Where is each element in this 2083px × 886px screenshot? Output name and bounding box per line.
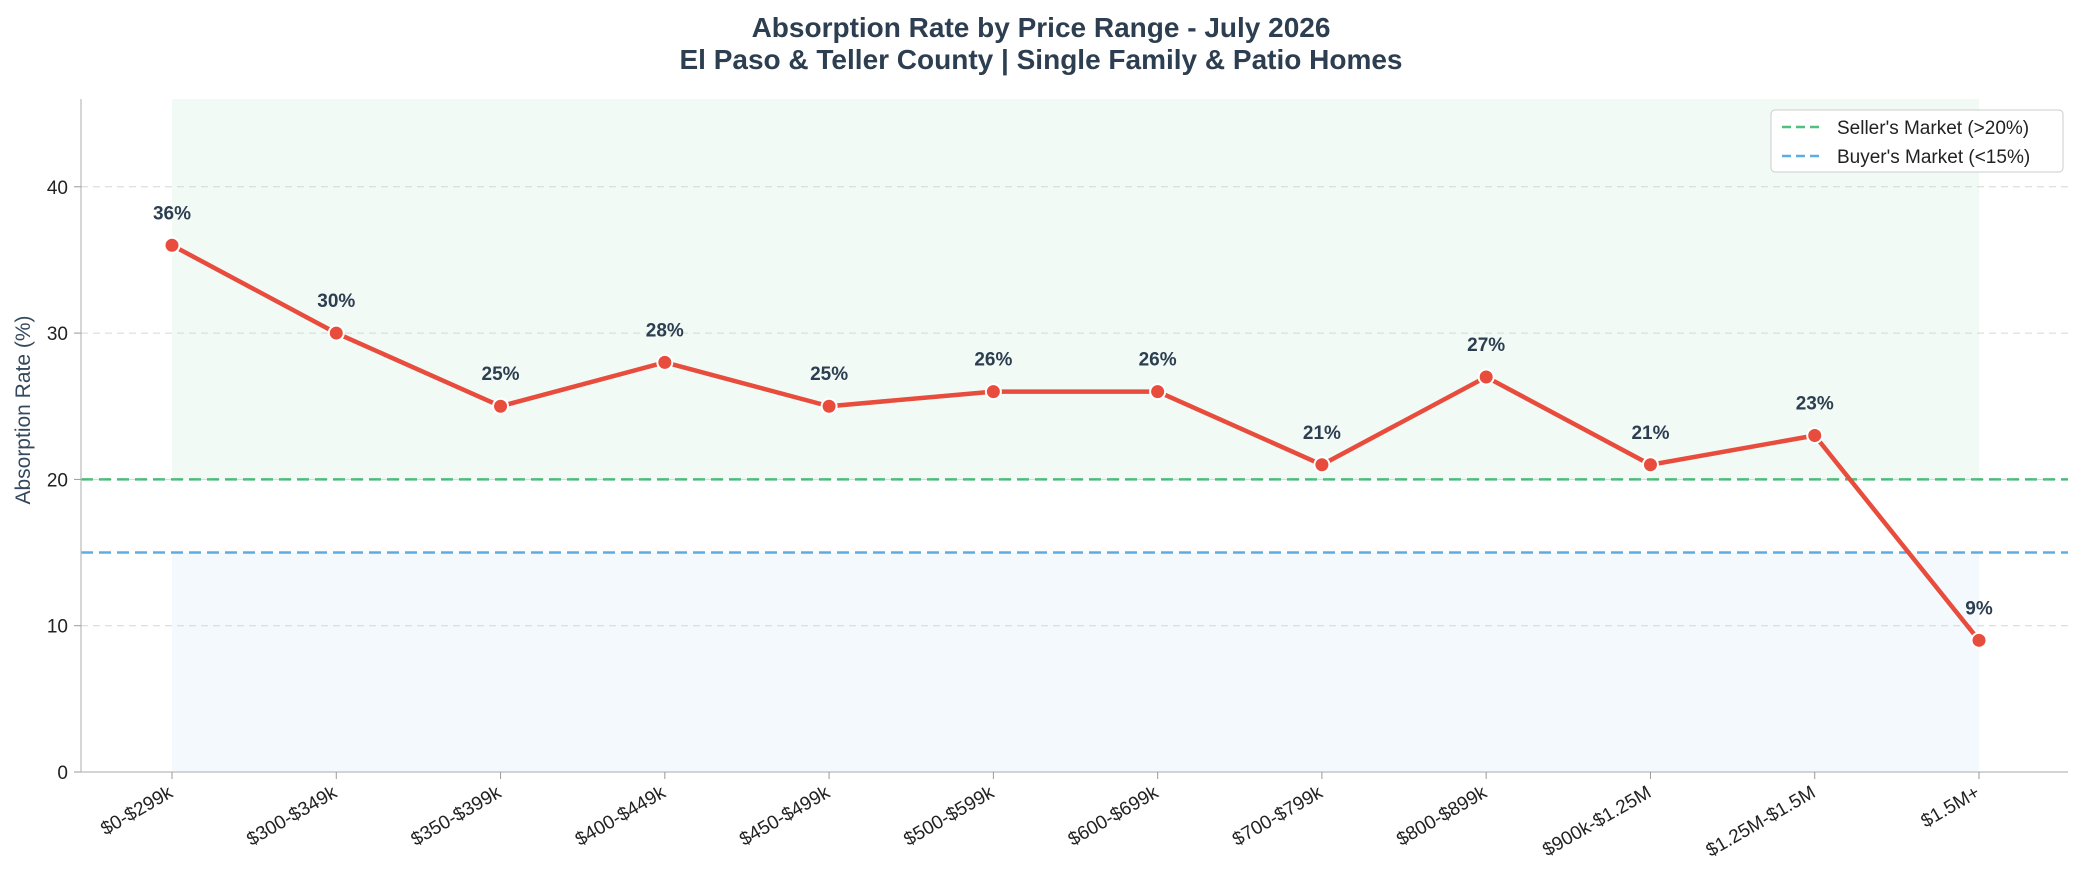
- data-label-0: 36%: [153, 203, 191, 224]
- data-label-2: 25%: [482, 364, 520, 385]
- data-label-9: 21%: [1631, 423, 1669, 444]
- zone-band-1: [172, 552, 1979, 772]
- data-label-8: 27%: [1467, 335, 1505, 356]
- chart-subtitle: El Paso & Teller County | Single Family …: [679, 44, 1402, 75]
- data-point-9: [1641, 456, 1659, 474]
- data-label-5: 26%: [974, 350, 1012, 371]
- x-tick-label-2: $350-$399k: [408, 782, 506, 851]
- data-point-10: [1806, 427, 1824, 444]
- reference-lines: [81, 478, 2068, 554]
- data-label-10: 23%: [1796, 394, 1834, 415]
- y-tick-label-2: 20: [47, 470, 68, 491]
- y-tick-label-3: 30: [47, 324, 68, 345]
- x-ticks: $0-$299k $300-$349k $350-$399k $400-$449k $4…: [97, 772, 1984, 862]
- x-tick-label-4: $450-$499k: [736, 782, 834, 851]
- x-tick-label-1: $300-$349k: [243, 782, 341, 851]
- data-point-5: [984, 383, 1002, 401]
- x-tick-label-8: $800-$899k: [1393, 782, 1491, 851]
- data-point-7: [1313, 456, 1331, 474]
- legend-label-sellers-market: Seller's Market (>20%): [1837, 118, 2029, 139]
- data-point-4: [820, 397, 838, 415]
- data-label-7: 21%: [1303, 423, 1341, 444]
- market-zones: [172, 99, 1979, 772]
- y-tick-label-0: 0: [57, 763, 68, 784]
- data-point-11: [1970, 631, 1988, 649]
- x-tick-label-10: $1.25M-$1.5M: [1703, 782, 1820, 861]
- chart-title: Absorption Rate by Price Range - July 20…: [752, 12, 1331, 43]
- data-point-1: [327, 324, 345, 342]
- x-tick-label-3: $400-$449k: [572, 782, 670, 851]
- series-line-0: [170, 243, 1981, 642]
- legend: Seller's Market (>20%) Buyer's Market (<…: [1770, 109, 2064, 173]
- data-label-3: 28%: [646, 320, 684, 341]
- data-point-0: [163, 236, 181, 254]
- zone-band-0: [172, 99, 1979, 480]
- x-tick-label-6: $600-$699k: [1065, 782, 1163, 851]
- y-tick-label-1: 10: [47, 617, 68, 638]
- series-absorption: [163, 236, 1988, 649]
- data-label-6: 26%: [1139, 350, 1177, 371]
- data-labels: 36% 30% 25% 28% 25% 26% 26% 21% 27% 21% 23% 9%: [153, 203, 1993, 619]
- data-label-11: 9%: [1965, 598, 1993, 619]
- data-label-4: 25%: [810, 364, 848, 385]
- x-tick-label-5: $500-$599k: [900, 782, 998, 851]
- x-tick-label-7: $700-$799k: [1229, 782, 1327, 851]
- data-point-6: [1149, 383, 1167, 401]
- data-point-8: [1477, 368, 1495, 386]
- data-label-1: 30%: [317, 291, 355, 312]
- data-point-3: [656, 353, 674, 371]
- y-axis-label: Absorption Rate (%): [12, 315, 35, 504]
- x-tick-label-0: $0-$299k: [97, 782, 177, 840]
- axes: [80, 99, 2068, 773]
- legend-box: [1770, 109, 2064, 173]
- y-ticks: 0 10 20 30 40: [47, 178, 81, 784]
- x-tick-label-11: $1.5M+: [1918, 782, 1984, 832]
- x-tick-label-9: $900k-$1.25M: [1539, 782, 1655, 861]
- data-point-2: [492, 397, 510, 415]
- y-tick-label-4: 40: [47, 178, 68, 199]
- legend-label-buyers-market: Buyer's Market (<15%): [1837, 147, 2030, 168]
